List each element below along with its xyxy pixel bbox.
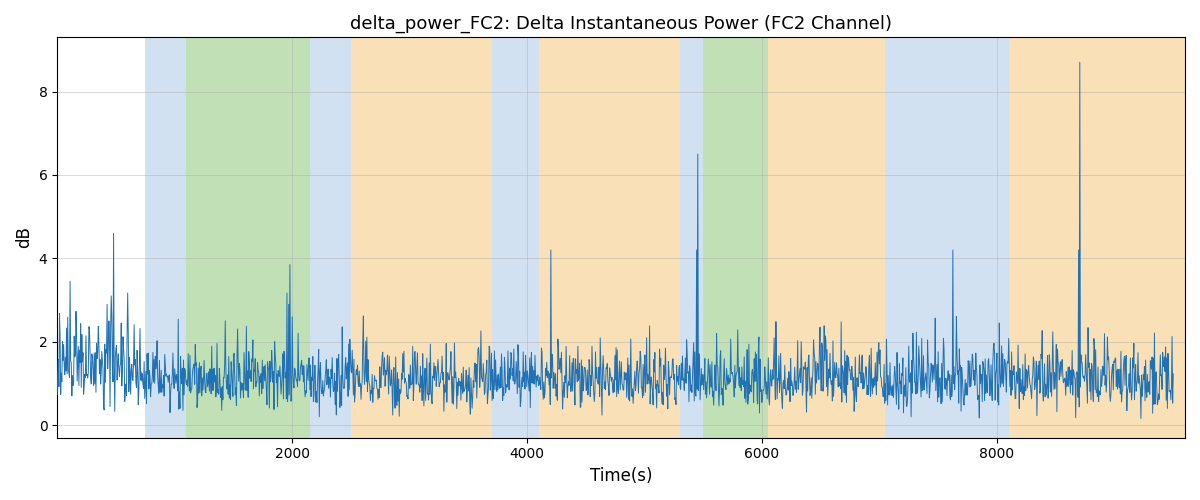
- Bar: [1009, 38, 1186, 438]
- Bar: [680, 38, 703, 438]
- Bar: [492, 38, 539, 438]
- Bar: [539, 38, 680, 438]
- Y-axis label: dB: dB: [16, 226, 34, 248]
- Bar: [186, 38, 310, 438]
- Bar: [350, 38, 492, 438]
- Bar: [886, 38, 1009, 438]
- Bar: [703, 38, 768, 438]
- X-axis label: Time(s): Time(s): [590, 467, 653, 485]
- Title: delta_power_FC2: Delta Instantaneous Power (FC2 Channel): delta_power_FC2: Delta Instantaneous Pow…: [350, 15, 892, 34]
- Bar: [145, 38, 186, 438]
- Bar: [768, 38, 886, 438]
- Bar: [310, 38, 350, 438]
